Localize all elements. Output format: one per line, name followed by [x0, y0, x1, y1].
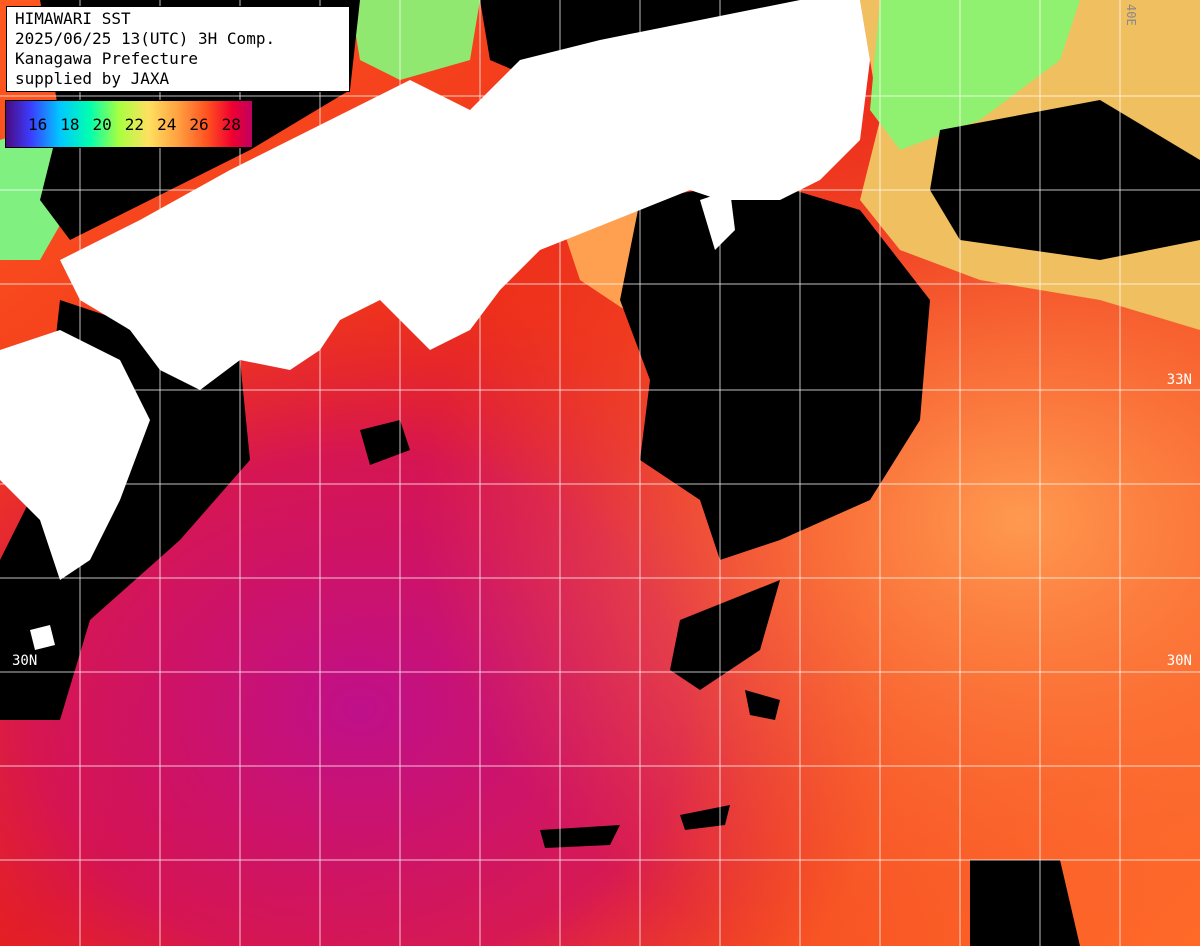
title-line-product: HIMAWARI SST [15, 9, 131, 28]
edge-longitude-label: 40E [1124, 4, 1138, 26]
northern-green-water [870, 0, 1080, 150]
lat-label-33-left: 33 [12, 372, 29, 388]
lat-label-30-left: 30N [12, 653, 38, 669]
title-line-region: Kanagawa Prefecture [15, 49, 199, 68]
title-line-credit: supplied by JAXA [15, 69, 170, 88]
lat-label-33-right: 33N [1166, 372, 1192, 388]
cloud-northeast [930, 100, 1200, 260]
legend-label: 18 [60, 115, 80, 134]
cloud-band-south [670, 580, 780, 690]
japan-sea-green [350, 0, 480, 80]
legend-label: 16 [28, 115, 48, 134]
lat-label-30-right: 30N [1166, 653, 1192, 669]
cloud-central [620, 180, 930, 560]
land-island-1 [30, 625, 55, 650]
temperature-color-legend: 16 18 20 22 24 26 28 [5, 100, 253, 148]
legend-labels: 16 18 20 22 24 26 28 [28, 115, 248, 135]
cloud-small-3 [680, 805, 730, 830]
map-title-box: HIMAWARI SST 2025/06/25 13(UTC) 3H Comp.… [6, 6, 350, 92]
title-line-date: 2025/06/25 13(UTC) 3H Comp. [15, 29, 276, 48]
cloud-southeast [970, 860, 1080, 946]
legend-label: 22 [124, 115, 145, 134]
legend-label: 24 [157, 115, 177, 134]
cloud-small-1 [360, 420, 410, 465]
cloud-small-4 [745, 690, 780, 720]
legend-label: 28 [221, 115, 241, 134]
land-izu-peninsula [700, 190, 735, 250]
land-honshu [60, 0, 870, 390]
land-shikoku-kyushu [0, 330, 150, 580]
legend-label: 20 [92, 115, 112, 134]
legend-label: 26 [189, 115, 209, 134]
